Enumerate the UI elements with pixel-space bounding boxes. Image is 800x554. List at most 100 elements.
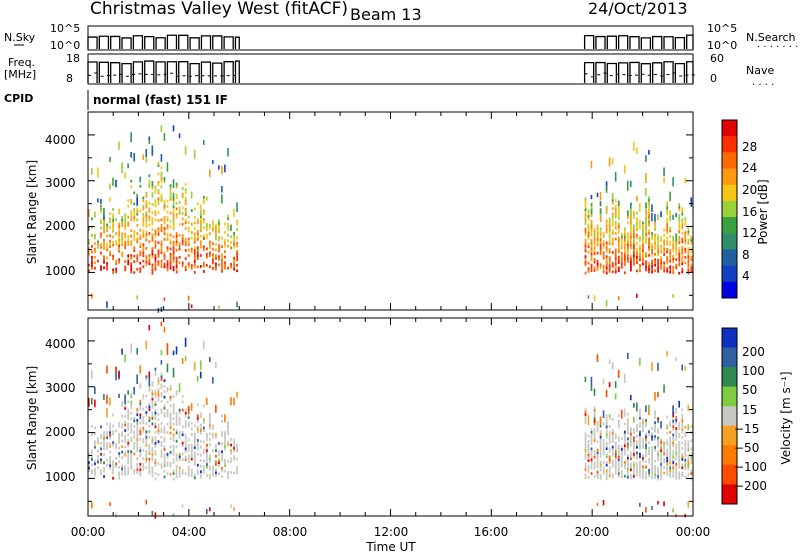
data-cell <box>636 454 638 457</box>
data-cell <box>639 236 641 240</box>
data-cell <box>154 411 157 415</box>
data-cell <box>193 440 196 444</box>
data-cell <box>142 462 145 466</box>
data-cell <box>154 373 157 376</box>
data-cell <box>100 472 102 475</box>
data-cell <box>133 213 136 217</box>
data-cell <box>136 421 139 425</box>
data-cell <box>645 465 647 469</box>
data-cell <box>169 197 172 201</box>
data-cell <box>672 450 675 453</box>
data-cell <box>602 234 605 238</box>
data-cell <box>626 467 629 471</box>
data-cell <box>636 402 638 412</box>
data-cell <box>690 263 693 267</box>
data-cell <box>178 458 181 462</box>
data-cell <box>642 418 644 422</box>
data-cell <box>584 241 587 245</box>
data-cell <box>163 464 166 468</box>
data-cell <box>611 464 614 468</box>
data-cell <box>91 398 93 405</box>
data-cell <box>130 215 133 219</box>
data-cell <box>212 377 214 384</box>
data-cell <box>91 250 93 254</box>
data-cell <box>127 469 130 473</box>
data-cell <box>169 266 172 270</box>
data-cell <box>190 427 193 431</box>
data-cell <box>151 381 154 385</box>
data-cell <box>608 466 611 470</box>
data-cell <box>611 229 614 232</box>
data-cell <box>151 181 154 184</box>
x-axis: 00:00 04:00 08:00 12:00 16:00 20:00 00:0… <box>71 525 711 554</box>
data-cell <box>608 264 611 268</box>
data-cell <box>175 456 178 460</box>
data-cell <box>605 469 608 473</box>
data-cell <box>629 432 632 436</box>
data-cell <box>178 417 181 420</box>
data-cell <box>666 242 669 246</box>
data-cell <box>100 268 102 271</box>
data-cell <box>215 454 217 458</box>
data-cell <box>669 268 672 271</box>
data-cell <box>112 441 114 444</box>
data-cell <box>639 269 641 273</box>
data-cell <box>678 474 681 477</box>
data-cell <box>202 429 205 433</box>
data-cell <box>684 247 687 251</box>
data-cell <box>614 458 617 461</box>
data-cell <box>133 260 136 263</box>
data-cell <box>130 436 133 440</box>
data-cell <box>151 222 154 226</box>
data-cell <box>154 254 157 257</box>
data-cell <box>651 473 653 477</box>
data-cell <box>614 270 617 274</box>
data-cell <box>166 218 169 222</box>
data-cell <box>205 196 208 201</box>
data-cell <box>112 224 114 228</box>
data-cell <box>666 206 669 210</box>
data-cell <box>199 429 202 432</box>
data-cell <box>639 469 641 472</box>
data-cell <box>115 218 118 222</box>
data-cell <box>139 267 142 271</box>
data-cell <box>672 214 674 220</box>
data-cell <box>94 467 96 471</box>
data-cell <box>657 500 659 505</box>
data-cell <box>175 182 178 186</box>
data-cell <box>103 260 105 264</box>
data-cell <box>596 260 599 263</box>
data-cell <box>626 453 629 457</box>
data-cell <box>91 264 93 267</box>
data-cell <box>151 384 154 387</box>
data-cell <box>666 247 669 251</box>
trace-line <box>87 34 240 49</box>
data-cell <box>584 476 587 480</box>
data-cell <box>196 229 199 233</box>
data-cell <box>626 232 629 236</box>
data-cell <box>221 236 223 240</box>
data-cell <box>227 473 229 477</box>
data-cell <box>227 233 229 237</box>
data-cell <box>657 362 659 371</box>
data-cell <box>687 233 690 237</box>
data-cell <box>687 241 690 245</box>
data-cell <box>121 235 124 238</box>
data-cell <box>181 187 184 190</box>
data-cell <box>614 471 617 475</box>
data-cell <box>190 443 193 447</box>
data-cell <box>590 455 593 459</box>
data-cell <box>626 251 629 255</box>
data-cell <box>160 166 163 169</box>
data-cell <box>639 452 641 456</box>
data-cell <box>669 270 672 274</box>
data-cell <box>642 224 644 228</box>
data-cell <box>193 251 196 255</box>
data-cell <box>626 243 629 247</box>
data-cell <box>678 463 681 466</box>
data-cell <box>145 213 148 217</box>
data-cell <box>666 225 669 229</box>
data-cell <box>660 261 663 265</box>
data-cell <box>91 424 93 428</box>
data-cell <box>672 249 675 253</box>
